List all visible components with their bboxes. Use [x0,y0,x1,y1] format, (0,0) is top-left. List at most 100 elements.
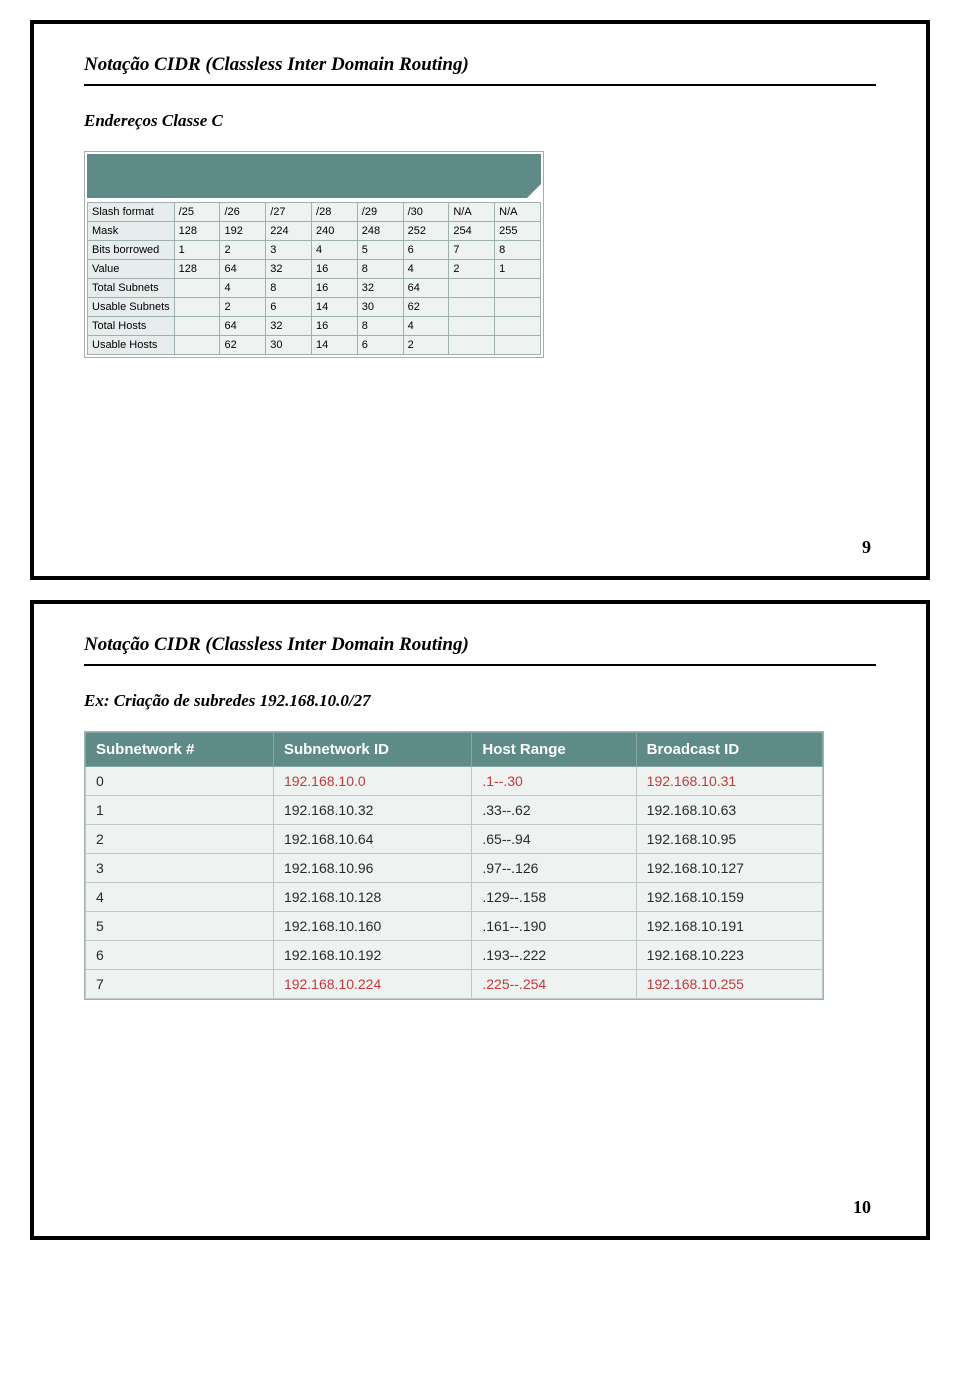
cell: 1 [86,796,274,825]
cell: 8 [357,260,403,279]
cell: .129--.158 [472,883,636,912]
cell: .1--.30 [472,767,636,796]
slide-frame-1: Notação CIDR (Classless Inter Domain Rou… [30,20,930,580]
cell: .33--.62 [472,796,636,825]
table-row: Mask128192224240248252254255 [88,222,541,241]
cell: 192.168.10.96 [273,854,471,883]
cell: 30 [357,298,403,317]
table-row: 4192.168.10.128.129--.158192.168.10.159 [86,883,823,912]
cell: 192 [220,222,266,241]
cell: 192.168.10.192 [273,941,471,970]
cell: 192.168.10.0 [273,767,471,796]
divider [84,84,876,86]
cell: 192.168.10.32 [273,796,471,825]
cell [449,298,495,317]
cell: /29 [357,203,403,222]
cell: /30 [403,203,449,222]
cell: 14 [312,336,358,355]
cidr-table-headerbar [87,154,541,198]
cell: 2 [220,298,266,317]
subnet-table: Subnetwork #Subnetwork IDHost RangeBroad… [85,732,823,999]
column-header: Host Range [472,733,636,767]
cell: 2 [86,825,274,854]
cidr-table-card: Slash format/25/26/27/28/29/30N/AN/AMask… [84,151,544,358]
cell: 6 [357,336,403,355]
cell: 192.168.10.223 [636,941,822,970]
cell: 4 [403,260,449,279]
cell: 64 [220,260,266,279]
cell: 1 [174,241,220,260]
table-row: 1192.168.10.32.33--.62192.168.10.63 [86,796,823,825]
column-header: Subnetwork ID [273,733,471,767]
cell [495,317,541,336]
cell: N/A [495,203,541,222]
cell [174,279,220,298]
cell: 4 [220,279,266,298]
row-label: Total Hosts [88,317,175,336]
cell [449,279,495,298]
cell: 3 [86,854,274,883]
row-label: Total Subnets [88,279,175,298]
table-row: Usable Subnets26143062 [88,298,541,317]
row-label: Usable Subnets [88,298,175,317]
cell: 192.168.10.63 [636,796,822,825]
cell: 14 [312,298,358,317]
table-row: 5192.168.10.160.161--.190192.168.10.191 [86,912,823,941]
cell: 192.168.10.128 [273,883,471,912]
cell: .65--.94 [472,825,636,854]
cell: 8 [266,279,312,298]
cell: 32 [266,260,312,279]
cell [495,336,541,355]
table-row: 7192.168.10.224.225--.254192.168.10.255 [86,970,823,999]
cell: 62 [403,298,449,317]
cell: 252 [403,222,449,241]
cell [174,336,220,355]
cell: 6 [86,941,274,970]
cell: N/A [449,203,495,222]
table-row: Slash format/25/26/27/28/29/30N/AN/A [88,203,541,222]
cell: 2 [220,241,266,260]
cell: 6 [403,241,449,260]
cell [174,298,220,317]
cidr-table: Slash format/25/26/27/28/29/30N/AN/AMask… [87,202,541,355]
cell: 32 [357,279,403,298]
cell: .97--.126 [472,854,636,883]
column-header: Broadcast ID [636,733,822,767]
cell: 3 [266,241,312,260]
slide2-subtitle: Ex: Criação de subredes 192.168.10.0/27 [84,691,876,711]
table-row: Bits borrowed12345678 [88,241,541,260]
cell: 192.168.10.31 [636,767,822,796]
table-row: Total Hosts64321684 [88,317,541,336]
cell: 192.168.10.191 [636,912,822,941]
slide-frame-2: Notação CIDR (Classless Inter Domain Rou… [30,600,930,1240]
cell: 64 [403,279,449,298]
cell: 192.168.10.160 [273,912,471,941]
cell: .161--.190 [472,912,636,941]
table-row: 0192.168.10.0.1--.30192.168.10.31 [86,767,823,796]
cell: 240 [312,222,358,241]
cell: 192.168.10.64 [273,825,471,854]
cell: 255 [495,222,541,241]
cell: /28 [312,203,358,222]
cell: 30 [266,336,312,355]
cell: 192.168.10.224 [273,970,471,999]
cell: 7 [86,970,274,999]
table-row: 3192.168.10.96.97--.126192.168.10.127 [86,854,823,883]
cell [449,336,495,355]
cell: 2 [403,336,449,355]
cell: 4 [403,317,449,336]
table-row: Usable Hosts62301462 [88,336,541,355]
subnet-table-card: Subnetwork #Subnetwork IDHost RangeBroad… [84,731,824,1000]
slide2-title: Notação CIDR (Classless Inter Domain Rou… [84,634,876,656]
cell: 5 [357,241,403,260]
cell: /25 [174,203,220,222]
row-label: Usable Hosts [88,336,175,355]
cell: 7 [449,241,495,260]
table-row: Value1286432168421 [88,260,541,279]
slide1-title: Notação CIDR (Classless Inter Domain Rou… [84,54,876,76]
cell: .193--.222 [472,941,636,970]
cell: 192.168.10.159 [636,883,822,912]
cell: 192.168.10.127 [636,854,822,883]
cell: 0 [86,767,274,796]
cell: 32 [266,317,312,336]
